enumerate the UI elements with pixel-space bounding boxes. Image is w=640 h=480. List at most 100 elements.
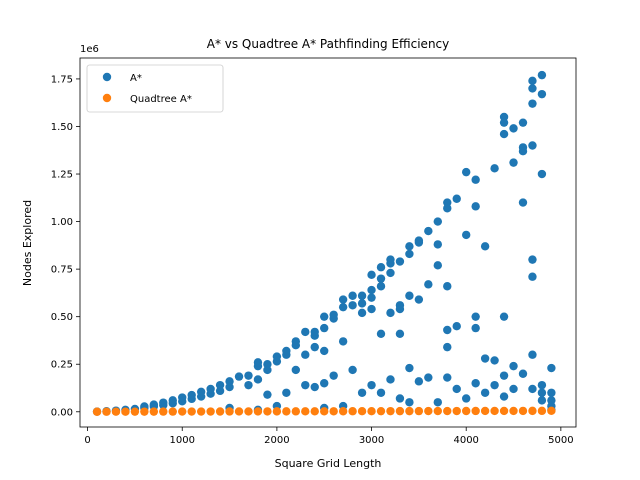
data-point — [215, 380, 225, 390]
data-point — [376, 388, 386, 397]
legend-marker — [102, 93, 112, 103]
data-point — [480, 242, 490, 251]
data-point — [291, 365, 301, 375]
data-point — [244, 407, 253, 416]
data-point — [405, 398, 414, 407]
data-point — [499, 129, 509, 139]
x-axis-label: Square Grid Length — [275, 457, 382, 470]
x-tick-label: 1000 — [170, 435, 195, 446]
data-point — [320, 407, 329, 416]
data-point — [528, 406, 537, 416]
data-point — [518, 369, 528, 378]
data-point — [367, 293, 376, 302]
data-point — [320, 346, 329, 356]
data-point — [301, 380, 310, 390]
data-point — [234, 407, 244, 416]
data-point — [310, 327, 319, 337]
data-point — [367, 406, 376, 416]
data-point — [234, 372, 244, 381]
legend-box — [86, 64, 224, 113]
data-point — [471, 175, 480, 184]
data-point — [537, 380, 547, 390]
x-tick-label: 0 — [84, 435, 90, 446]
data-point — [461, 167, 471, 177]
data-point — [499, 312, 509, 321]
data-point — [528, 141, 537, 150]
data-point — [386, 255, 395, 264]
data-point — [433, 240, 443, 249]
x-tick-label: 2000 — [264, 435, 289, 446]
data-point — [528, 384, 537, 394]
data-point — [206, 384, 215, 394]
data-point — [480, 406, 490, 416]
data-point — [518, 147, 528, 156]
y-tick-label: 1.00 — [51, 217, 73, 228]
data-point — [244, 380, 253, 390]
data-point — [338, 302, 348, 312]
legend-label: Quadtree A* — [130, 94, 192, 105]
x-tick-label: 4000 — [453, 435, 478, 446]
data-point — [509, 361, 518, 371]
data-point — [471, 312, 480, 321]
data-point — [272, 407, 282, 416]
data-point — [367, 285, 376, 295]
data-point — [376, 263, 386, 272]
data-point — [443, 325, 452, 335]
data-point — [121, 407, 130, 416]
data-point — [547, 363, 556, 373]
data-point — [480, 388, 490, 397]
data-point — [528, 76, 537, 86]
data-point — [338, 295, 348, 304]
data-point — [215, 407, 225, 416]
data-point — [528, 255, 537, 264]
data-point — [414, 236, 424, 245]
data-point — [329, 310, 338, 319]
data-point — [320, 312, 329, 321]
data-point — [187, 407, 196, 416]
data-point — [301, 350, 310, 359]
data-point — [490, 164, 499, 173]
data-point — [518, 406, 528, 416]
data-point — [225, 407, 234, 416]
data-point — [471, 406, 480, 416]
data-point — [263, 360, 272, 369]
data-point — [272, 352, 282, 361]
data-point — [405, 242, 414, 251]
data-point — [547, 406, 556, 416]
x-tick-label: 5000 — [548, 435, 573, 446]
data-point — [471, 379, 480, 388]
data-point — [159, 398, 168, 407]
data-point — [443, 342, 452, 352]
data-point — [528, 350, 537, 359]
data-point — [443, 282, 452, 291]
data-point — [405, 291, 414, 300]
data-point — [443, 373, 452, 382]
data-point — [518, 118, 528, 127]
data-point — [159, 407, 168, 416]
data-point — [509, 406, 518, 416]
data-point — [480, 354, 490, 363]
data-point — [414, 406, 424, 416]
y-tick-label: 0.25 — [51, 360, 73, 371]
data-point — [528, 99, 537, 108]
data-point — [253, 358, 263, 367]
data-point — [461, 406, 471, 416]
data-point — [196, 387, 206, 397]
data-point — [509, 384, 518, 394]
data-point — [367, 270, 376, 280]
data-point — [310, 342, 319, 352]
data-point — [537, 396, 547, 405]
data-point — [187, 390, 196, 400]
y-tick-label: 0.00 — [51, 407, 73, 418]
data-point — [386, 406, 395, 416]
y-tick-label: 1.75 — [51, 74, 73, 85]
data-point — [471, 202, 480, 211]
data-point — [528, 84, 537, 93]
data-point — [386, 308, 395, 318]
data-point — [509, 158, 518, 167]
data-point — [537, 89, 547, 99]
data-point — [111, 407, 121, 416]
data-point — [225, 377, 234, 386]
data-point — [92, 407, 102, 416]
